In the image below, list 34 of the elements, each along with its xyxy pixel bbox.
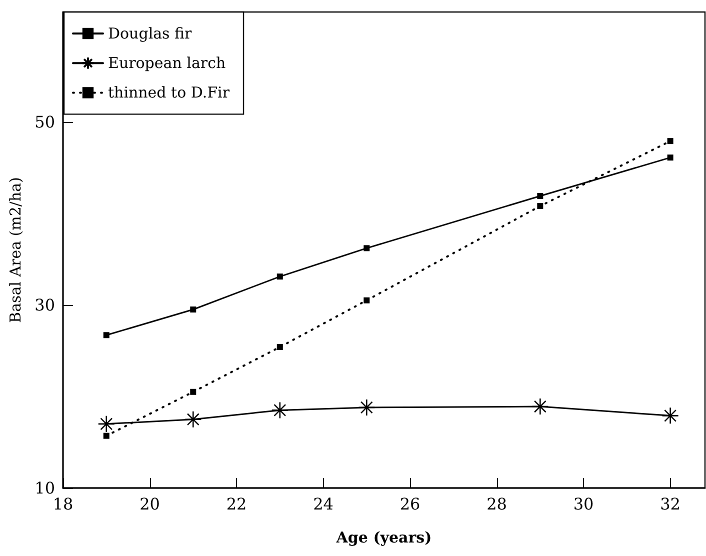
point xyxy=(184,410,202,428)
x-tick-label: 32 xyxy=(660,494,680,514)
y-tick-label: 10 xyxy=(34,478,55,498)
point xyxy=(532,398,549,416)
y-axis-title: Basal Area (m2/ha) xyxy=(6,177,24,323)
x-tick-label: 22 xyxy=(226,494,247,514)
point xyxy=(537,192,544,199)
point xyxy=(667,154,674,161)
point xyxy=(276,274,283,280)
x-tick-label: 28 xyxy=(486,494,507,514)
x-tick-label: 30 xyxy=(573,494,594,514)
point xyxy=(190,306,196,312)
x-tick-label: 20 xyxy=(140,494,160,514)
legend-label: thinned to D.Fir xyxy=(108,84,230,102)
point xyxy=(537,203,544,210)
point xyxy=(364,245,370,252)
point xyxy=(190,388,196,395)
y-tick-label: 50 xyxy=(34,112,55,132)
x-tick-label: 18 xyxy=(52,494,74,514)
legend-label: Douglas fir xyxy=(108,24,193,42)
point xyxy=(103,332,110,338)
point xyxy=(103,432,110,439)
x-axis-title: Age (years) xyxy=(335,528,432,546)
y-tick-label: 30 xyxy=(34,295,55,314)
point xyxy=(662,407,679,424)
point xyxy=(98,415,116,433)
x-tick-label: 24 xyxy=(313,494,334,514)
legend-label: European larch xyxy=(108,54,226,72)
point xyxy=(667,138,674,144)
point xyxy=(276,344,283,350)
point xyxy=(271,402,289,419)
point xyxy=(364,297,370,304)
point xyxy=(358,398,376,416)
x-tick-label: 26 xyxy=(400,494,420,514)
